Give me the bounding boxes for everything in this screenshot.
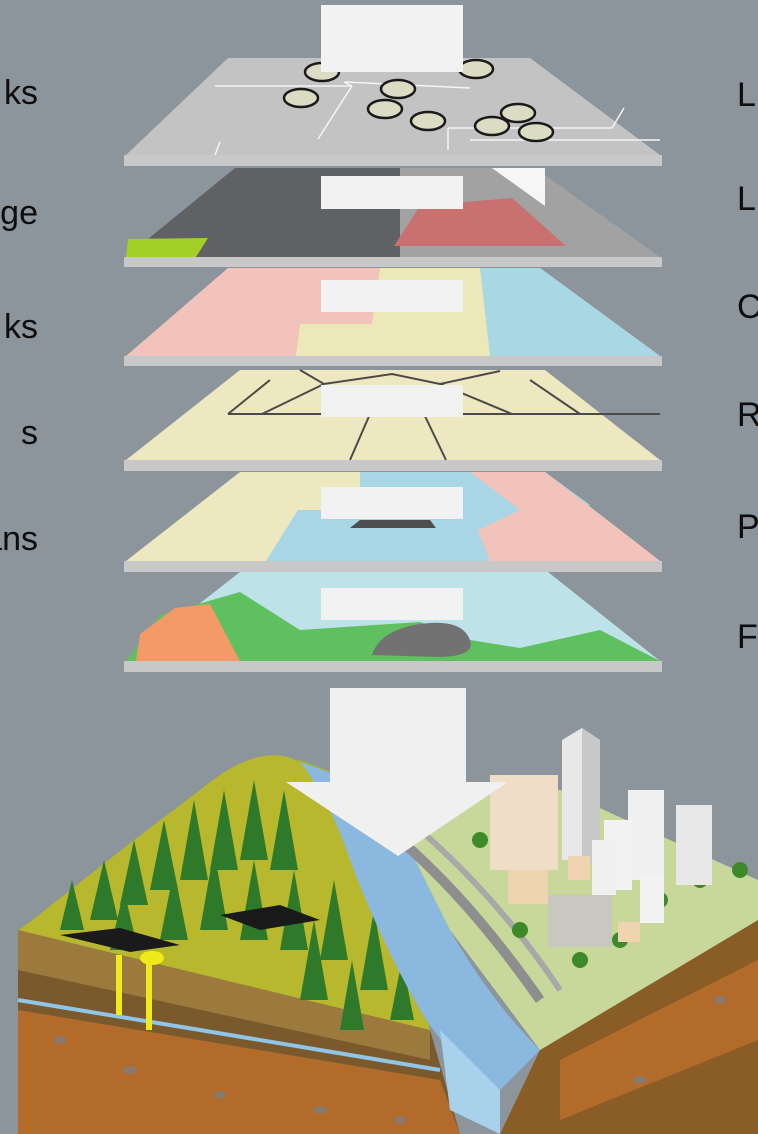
point-markers (282, 58, 555, 143)
right-label-3: C (737, 288, 758, 326)
right-label-4: R (737, 396, 758, 434)
city-buildings (490, 728, 712, 947)
left-label-4: s (21, 414, 38, 452)
right-label-5: P (737, 508, 758, 546)
right-label-6: F (737, 618, 758, 656)
layer-parcels (124, 472, 662, 572)
layer-base (124, 572, 662, 672)
right-label-2: L (737, 180, 756, 218)
down-arrow-icon (286, 688, 508, 856)
right-label-1: L (737, 76, 756, 114)
layer-points (124, 5, 662, 166)
left-label-1: ks (4, 74, 38, 112)
layer-zones (124, 268, 662, 366)
left-label-3: ks (4, 308, 38, 346)
layer-roads (124, 369, 662, 471)
layer-shade (124, 168, 662, 267)
forest-trees (60, 780, 414, 1030)
left-label-5: ans (0, 520, 38, 558)
left-label-2: ge (0, 194, 38, 232)
terrain-block-illustration (17, 728, 758, 1134)
